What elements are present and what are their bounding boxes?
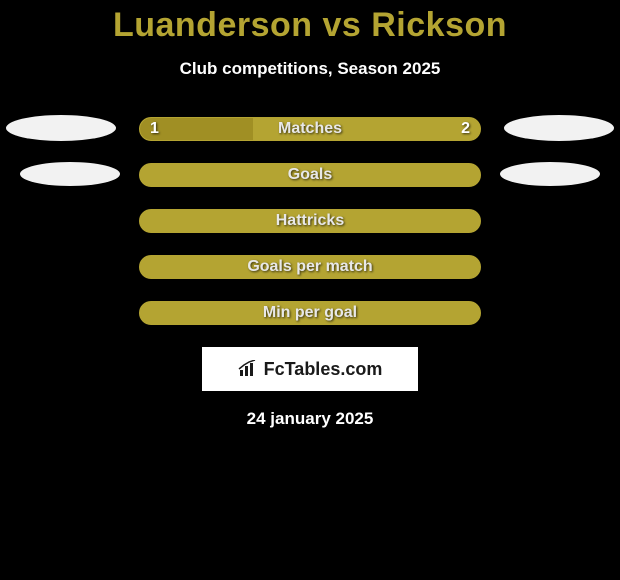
page-title: Luanderson vs Rickson — [0, 0, 620, 45]
bar-track: Goals per match — [139, 255, 481, 279]
bar-track: Matches12 — [139, 117, 481, 141]
bar-track: Min per goal — [139, 301, 481, 325]
comparison-infographic: Luanderson vs Rickson Club competitions,… — [0, 0, 620, 580]
stat-row: Hattricks — [0, 209, 620, 233]
stat-row: Matches12 — [0, 117, 620, 141]
logo: FcTables.com — [238, 359, 383, 380]
logo-text: FcTables.com — [264, 359, 383, 380]
bar-chart-icon — [238, 360, 260, 378]
bar-value-right: 2 — [461, 118, 470, 140]
player-right-marker — [500, 162, 600, 186]
bar-label: Hattricks — [140, 210, 480, 232]
player-right-marker — [504, 115, 614, 141]
player-left-marker — [20, 162, 120, 186]
date-line: 24 january 2025 — [0, 409, 620, 429]
page-subtitle: Club competitions, Season 2025 — [0, 59, 620, 79]
stat-row: Goals per match — [0, 255, 620, 279]
bar-label: Min per goal — [140, 302, 480, 324]
stat-row: Goals — [0, 163, 620, 187]
logo-box: FcTables.com — [202, 347, 418, 391]
bar-label: Goals — [140, 164, 480, 186]
player-left-marker — [6, 115, 116, 141]
bar-track: Hattricks — [139, 209, 481, 233]
bar-track: Goals — [139, 163, 481, 187]
bar-fill-left — [140, 118, 253, 140]
stat-row: Min per goal — [0, 301, 620, 325]
bar-label: Goals per match — [140, 256, 480, 278]
chart-area: Matches12 Goals Hattricks Goals per match Mi… — [0, 117, 620, 325]
